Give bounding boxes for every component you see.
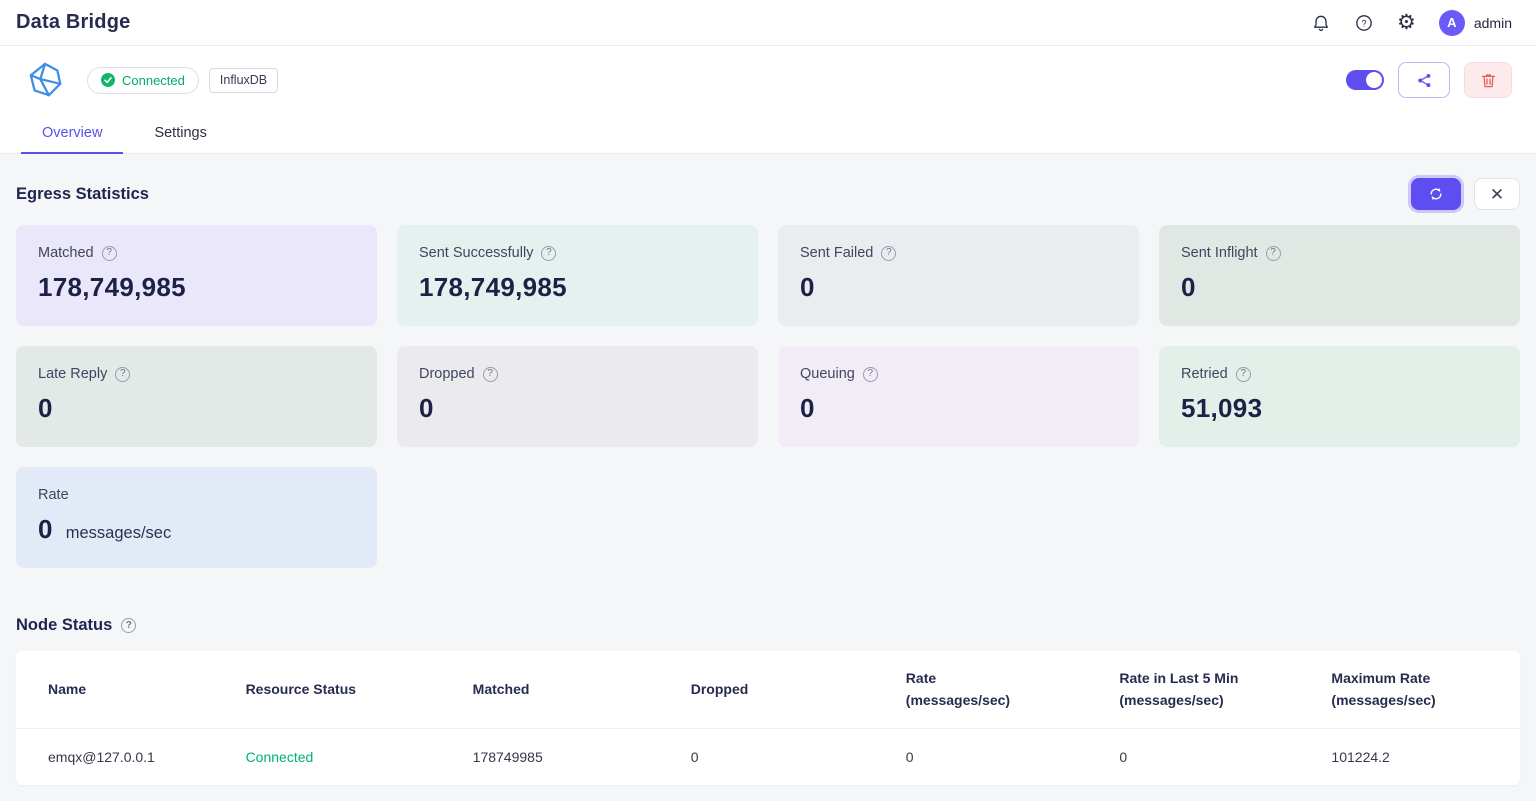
table-row: emqx@127.0.0.1 Connected 178749985 0 0 0… bbox=[16, 727, 1520, 785]
stat-card-dropped: Dropped? 0 bbox=[397, 346, 758, 447]
stat-card-sent-failed: Sent Failed? 0 bbox=[778, 225, 1139, 326]
stat-value: 178,749,985 bbox=[419, 272, 567, 302]
bell-icon bbox=[1311, 13, 1331, 33]
stat-label: Queuing bbox=[800, 366, 855, 382]
stat-value: 0 bbox=[419, 393, 434, 423]
cell-rate: 0 bbox=[889, 727, 1104, 785]
stat-card-sent-successfully: Sent Successfully? 178,749,985 bbox=[397, 225, 758, 326]
help-circle-icon[interactable]: ? bbox=[1265, 245, 1281, 261]
close-icon: ✕ bbox=[1489, 184, 1505, 204]
egress-stat-cards: Matched? 178,749,985 Sent Successfully? … bbox=[16, 225, 1520, 568]
column-header-resource-status: Resource Status bbox=[245, 681, 357, 698]
cell-node-name: emqx@127.0.0.1 bbox=[16, 727, 230, 785]
bridge-type-tag: InfluxDB bbox=[208, 67, 279, 93]
stat-card-sent-inflight: Sent Inflight? 0 bbox=[1159, 225, 1520, 326]
stat-card-retried: Retried? 51,093 bbox=[1159, 346, 1520, 447]
stat-label: Matched bbox=[38, 245, 94, 261]
user-menu[interactable]: A admin bbox=[1438, 9, 1512, 36]
share-button[interactable] bbox=[1398, 62, 1450, 98]
stat-card-late-reply: Late Reply? 0 bbox=[16, 346, 377, 447]
stat-value: 0 bbox=[800, 393, 815, 423]
topbar-actions: ? ⚙ A admin bbox=[1311, 9, 1512, 36]
node-status-title: Node Status bbox=[16, 616, 113, 634]
table-header-row: Name Resource Status Matched Dropped Rat… bbox=[16, 651, 1520, 728]
stat-card-queuing: Queuing? 0 bbox=[778, 346, 1139, 447]
help-button[interactable]: ? bbox=[1354, 13, 1374, 33]
tab-bar: Overview Settings bbox=[0, 112, 1536, 154]
cell-rate-last-5min: 0 bbox=[1103, 727, 1316, 785]
cell-resource-status: Connected bbox=[229, 727, 457, 785]
cell-dropped: 0 bbox=[674, 727, 890, 785]
status-badge: Connected bbox=[87, 66, 199, 94]
username-label: admin bbox=[1473, 14, 1512, 31]
overview-content: Egress Statistics ✕ Matched? 178,749, bbox=[0, 154, 1536, 785]
toggle-knob bbox=[1366, 72, 1382, 88]
close-button[interactable]: ✕ bbox=[1474, 178, 1520, 210]
help-circle-icon[interactable]: ? bbox=[1235, 366, 1251, 382]
stat-value: 0 bbox=[1181, 272, 1196, 302]
stat-card-matched: Matched? 178,749,985 bbox=[16, 225, 377, 326]
avatar: A bbox=[1438, 9, 1465, 36]
top-navigation-bar: Data Bridge ? ⚙ A admin bbox=[0, 0, 1536, 46]
stat-label: Sent Failed bbox=[800, 245, 874, 261]
page-title: Data Bridge bbox=[16, 11, 131, 33]
stat-label: Sent Successfully bbox=[419, 245, 534, 261]
stat-value: 0 bbox=[38, 393, 53, 423]
stat-label: Sent Inflight bbox=[1181, 245, 1258, 261]
column-header-dropped: Dropped bbox=[690, 681, 749, 698]
cell-maximum-rate: 101224.2 bbox=[1315, 727, 1520, 785]
delete-button[interactable] bbox=[1464, 62, 1512, 98]
gear-icon: ⚙ bbox=[1397, 10, 1416, 34]
influxdb-logo-icon bbox=[27, 61, 65, 99]
trash-icon bbox=[1480, 72, 1497, 89]
status-badge-label: Connected bbox=[122, 72, 185, 88]
stat-value: 0 bbox=[38, 514, 53, 544]
stat-unit: messages/sec bbox=[65, 524, 172, 542]
column-header-rate: Rate (messages/sec) bbox=[905, 669, 1011, 709]
refresh-icon bbox=[1428, 186, 1444, 202]
column-header-matched: Matched bbox=[472, 681, 530, 698]
stat-label: Late Reply bbox=[38, 366, 108, 382]
help-circle-icon[interactable]: ? bbox=[541, 245, 557, 261]
refresh-button[interactable] bbox=[1411, 178, 1461, 210]
column-header-rate-last-5min: Rate in Last 5 Min (messages/sec) bbox=[1119, 669, 1239, 709]
stat-value: 178,749,985 bbox=[38, 272, 186, 302]
help-circle-icon[interactable]: ? bbox=[862, 366, 878, 382]
share-icon bbox=[1416, 72, 1433, 89]
column-header-name: Name bbox=[48, 681, 87, 698]
svg-text:?: ? bbox=[1361, 18, 1366, 28]
stat-value: 0 bbox=[800, 272, 815, 302]
settings-button[interactable]: ⚙ bbox=[1397, 12, 1416, 33]
help-circle-icon[interactable]: ? bbox=[101, 245, 117, 261]
egress-statistics-title: Egress Statistics bbox=[16, 184, 149, 203]
help-circle-icon[interactable]: ? bbox=[115, 366, 131, 382]
check-circle-icon bbox=[101, 73, 115, 87]
notifications-button[interactable] bbox=[1311, 13, 1331, 33]
column-header-maximum-rate: Maximum Rate (messages/sec) bbox=[1331, 669, 1436, 709]
stat-label: Retried bbox=[1181, 366, 1228, 382]
tab-settings[interactable]: Settings bbox=[154, 124, 207, 141]
tab-overview[interactable]: Overview bbox=[16, 112, 128, 154]
node-status-table: Name Resource Status Matched Dropped Rat… bbox=[16, 651, 1520, 785]
stat-label: Dropped bbox=[419, 366, 475, 382]
help-circle-icon[interactable]: ? bbox=[881, 245, 897, 261]
help-circle-icon[interactable]: ? bbox=[482, 366, 498, 382]
stat-label: Rate bbox=[38, 487, 69, 503]
enable-toggle[interactable] bbox=[1346, 70, 1384, 90]
stat-value: 51,093 bbox=[1181, 393, 1263, 423]
stat-card-rate: Rate 0 messages/sec bbox=[16, 467, 377, 568]
help-icon: ? bbox=[1354, 13, 1374, 33]
cell-matched: 178749985 bbox=[456, 727, 675, 785]
bridge-header: Connected InfluxDB bbox=[0, 46, 1536, 154]
help-circle-icon[interactable]: ? bbox=[121, 618, 137, 633]
